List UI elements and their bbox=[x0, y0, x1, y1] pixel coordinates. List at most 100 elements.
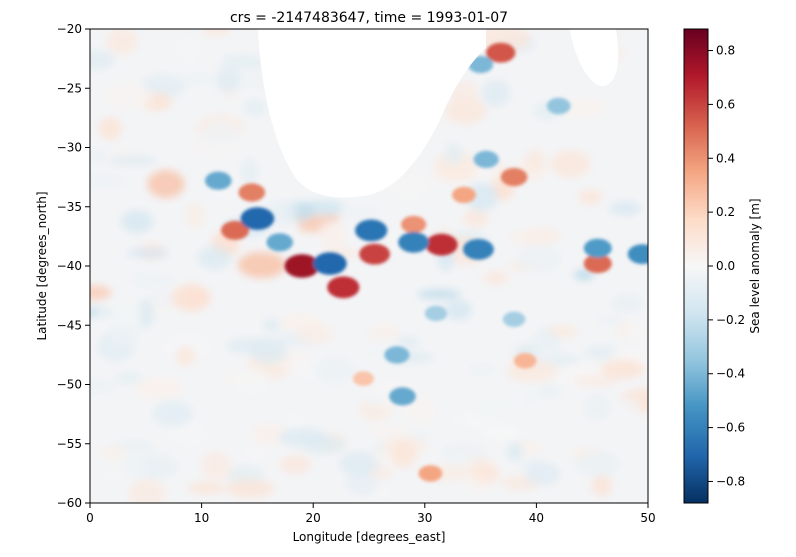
texture-cell bbox=[627, 319, 648, 343]
chart-title: crs = -2147483647, time = 1993-01-07 bbox=[230, 10, 508, 26]
texture-cell bbox=[583, 394, 611, 422]
texture-cell bbox=[472, 463, 501, 484]
texture-cell bbox=[160, 331, 213, 361]
texture-cell bbox=[390, 439, 417, 468]
texture-cell bbox=[98, 117, 122, 140]
colorbar-label: Sea level anomaly [m] bbox=[748, 198, 762, 333]
texture-cell bbox=[558, 97, 608, 118]
eddy-feature bbox=[205, 171, 232, 190]
texture-cell bbox=[417, 289, 461, 300]
texture-cell bbox=[609, 398, 642, 412]
texture-cell bbox=[481, 425, 522, 441]
texture-cell bbox=[516, 243, 563, 274]
y-tick-label: −60 bbox=[57, 496, 82, 510]
texture-cell bbox=[610, 294, 644, 313]
texture-cell bbox=[175, 346, 196, 367]
colorbar-tick-label: −0.2 bbox=[716, 313, 745, 327]
texture-cell bbox=[287, 408, 305, 431]
texture-cell bbox=[187, 482, 226, 494]
eddy-feature bbox=[401, 215, 427, 234]
texture-cell bbox=[465, 182, 499, 212]
x-tick-label: 30 bbox=[417, 511, 432, 525]
texture-cell bbox=[225, 337, 273, 354]
texture-cell bbox=[445, 299, 472, 320]
y-tick-label: −35 bbox=[57, 200, 82, 214]
y-tick-label: −20 bbox=[57, 22, 82, 36]
texture-cell bbox=[201, 120, 240, 150]
texture-cell bbox=[136, 298, 155, 328]
texture-cell bbox=[297, 325, 334, 345]
texture-cell bbox=[421, 419, 472, 438]
texture-cell bbox=[550, 150, 591, 178]
y-tick-label: −45 bbox=[57, 318, 82, 332]
texture-cell bbox=[600, 359, 645, 379]
eddy-feature bbox=[352, 371, 374, 386]
texture-cell bbox=[576, 451, 621, 476]
y-tick-label: −50 bbox=[57, 378, 82, 392]
texture-cell bbox=[90, 173, 128, 189]
y-axis-label: Latitude [degrees_north] bbox=[35, 191, 49, 340]
texture-cell bbox=[108, 321, 140, 350]
eddy-feature bbox=[389, 387, 416, 406]
texture-cell bbox=[263, 317, 281, 333]
eddy-feature bbox=[327, 276, 360, 299]
texture-cell bbox=[121, 452, 145, 482]
texture-cell bbox=[506, 441, 523, 462]
y-tick-label: −25 bbox=[57, 81, 82, 95]
texture-cell bbox=[128, 479, 166, 503]
texture-cell bbox=[444, 142, 464, 165]
x-tick-label: 50 bbox=[640, 511, 655, 525]
texture-cell bbox=[507, 230, 552, 246]
colorbar-tick-label: −0.6 bbox=[716, 421, 745, 435]
texture-cell bbox=[525, 462, 561, 486]
eddy-feature bbox=[313, 252, 347, 275]
eddy-feature bbox=[473, 150, 499, 168]
texture-cell bbox=[173, 34, 201, 64]
texture-cell bbox=[251, 423, 287, 445]
texture-cell bbox=[147, 170, 185, 198]
x-tick-label: 20 bbox=[306, 511, 321, 525]
colorbar-tick-label: 0.6 bbox=[716, 97, 735, 111]
texture-cell bbox=[171, 423, 210, 447]
colorbar-tick-label: −0.4 bbox=[716, 367, 745, 381]
texture-cell bbox=[532, 341, 553, 358]
texture-cell bbox=[197, 245, 232, 270]
texture-cell bbox=[466, 392, 515, 420]
texture-cell bbox=[339, 451, 381, 476]
y-tick-label: −40 bbox=[57, 259, 82, 273]
eddy-feature bbox=[463, 239, 494, 260]
x-tick-label: 10 bbox=[194, 511, 209, 525]
texture-cell bbox=[318, 220, 346, 249]
eddy-feature bbox=[425, 233, 458, 256]
eddy-feature bbox=[627, 244, 648, 264]
eddy-feature bbox=[500, 168, 528, 187]
x-tick-label: 40 bbox=[529, 511, 544, 525]
texture-cell bbox=[186, 203, 204, 229]
texture-cell bbox=[109, 155, 157, 166]
x-axis-label: Longitude [degrees_east] bbox=[293, 530, 446, 544]
texture-cell bbox=[369, 467, 393, 479]
eddy-feature bbox=[502, 311, 526, 327]
eddy-feature bbox=[424, 305, 448, 322]
eddy-feature bbox=[284, 254, 320, 278]
texture-cell bbox=[115, 371, 143, 384]
texture-cell bbox=[215, 66, 241, 94]
texture-cell bbox=[127, 248, 170, 258]
texture-cell bbox=[517, 385, 542, 410]
eddy-feature bbox=[238, 183, 266, 202]
texture-cell bbox=[220, 54, 267, 68]
texture-cell bbox=[546, 325, 579, 338]
texture-cell bbox=[90, 285, 112, 301]
texture-cell bbox=[168, 73, 215, 86]
texture-cell bbox=[278, 428, 328, 447]
heatmap-plot-area bbox=[90, 29, 648, 503]
colorbar-tick-label: 0.8 bbox=[716, 44, 735, 58]
texture-cell bbox=[483, 271, 509, 285]
eddy-feature bbox=[398, 231, 429, 253]
eddy-features bbox=[205, 42, 648, 482]
texture-cell bbox=[90, 378, 119, 394]
texture-cell bbox=[525, 149, 546, 170]
texture-cell bbox=[462, 209, 489, 228]
texture-cell bbox=[538, 385, 561, 398]
eddy-feature bbox=[221, 220, 250, 240]
